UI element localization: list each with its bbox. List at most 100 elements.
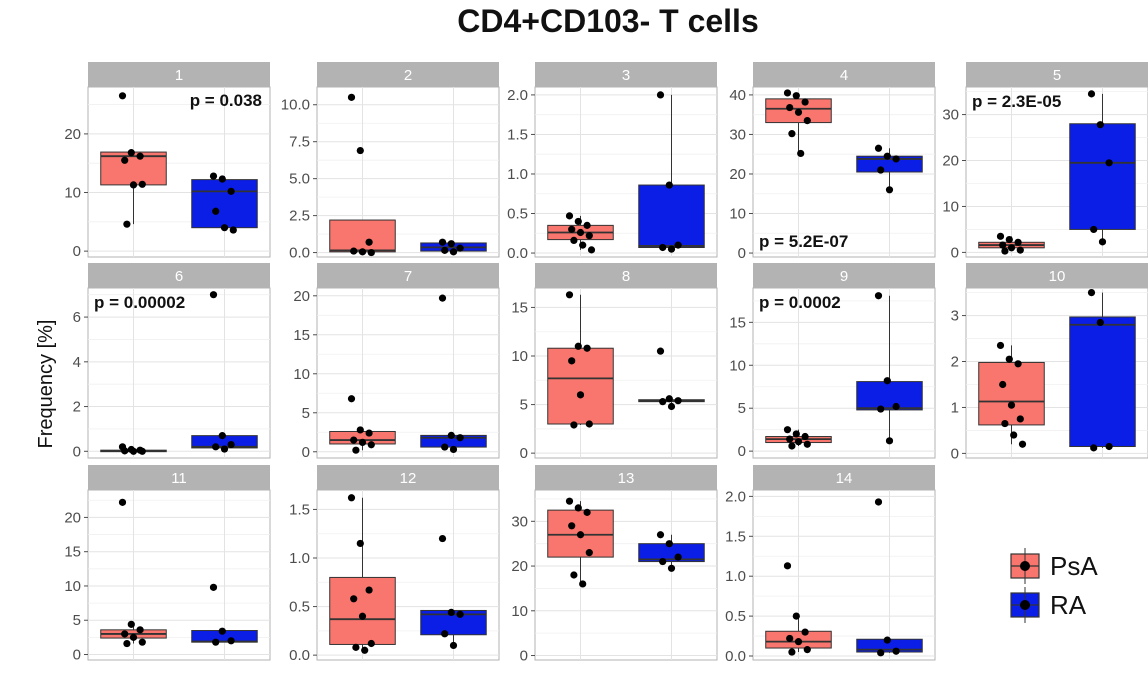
y-tick-label: 30 (729, 126, 746, 143)
panel-strip-label: 4 (840, 67, 848, 84)
data-point (999, 241, 1007, 249)
panel-strip (753, 465, 935, 490)
box-ra (856, 292, 923, 445)
data-point (456, 434, 464, 442)
data-point (138, 447, 146, 455)
data-point (792, 612, 800, 620)
box-ra (638, 531, 705, 572)
box-psa (329, 93, 396, 257)
data-point (1005, 355, 1013, 363)
box-ra (856, 498, 923, 657)
box-psa (765, 89, 832, 158)
data-point (365, 238, 373, 246)
data-point (1005, 235, 1013, 244)
data-point (874, 144, 883, 152)
data-point (874, 292, 883, 300)
y-tick-label: 2.0 (725, 488, 746, 505)
box-ra (638, 91, 705, 253)
y-tick-label: 20 (511, 558, 528, 575)
data-point (892, 647, 900, 655)
panel-strip-label: 9 (840, 268, 848, 285)
panel-strip-label: 14 (836, 470, 853, 487)
data-point (1105, 442, 1113, 451)
data-point (361, 646, 369, 654)
box-psa (765, 562, 832, 656)
data-point (583, 508, 591, 516)
data-point (1096, 121, 1104, 129)
y-tick-label: 1.0 (507, 166, 528, 183)
legend-label-psa: PsA (1050, 551, 1098, 581)
data-point (576, 531, 585, 539)
data-point (227, 440, 235, 449)
data-point (574, 504, 582, 512)
data-point (568, 522, 576, 530)
box-iqr (638, 184, 705, 249)
data-point (568, 357, 576, 365)
data-point (587, 246, 596, 254)
data-point (352, 643, 360, 651)
data-point (788, 442, 796, 450)
panel-strip-label: 12 (400, 470, 417, 487)
data-point (576, 228, 585, 237)
box-iqr (1069, 316, 1136, 448)
y-tick-label: 30 (511, 513, 528, 530)
box-psa (978, 341, 1045, 448)
data-point (358, 248, 367, 256)
data-point (999, 380, 1007, 389)
chart-title: CD4+CD103- T cells (457, 3, 758, 39)
data-point (118, 92, 127, 100)
data-point (1090, 225, 1098, 234)
panel-13: 13 0 10 20 30 (511, 465, 718, 665)
data-point (585, 232, 593, 240)
data-point (1014, 238, 1022, 246)
y-tick-label: 0 (520, 445, 528, 462)
y-tick-label: 7.5 (289, 134, 310, 151)
box-iqr (191, 179, 258, 229)
data-point (356, 539, 364, 548)
data-point (803, 646, 811, 654)
legend-key-psa: PsA (1010, 548, 1098, 584)
y-tick-label: 5.0 (289, 171, 310, 188)
y-tick-label: 0 (738, 443, 746, 460)
panel-strip-label: 3 (622, 67, 630, 84)
data-point (212, 207, 220, 215)
data-point (1016, 415, 1024, 423)
box-ra (1069, 288, 1136, 452)
data-point (350, 436, 358, 444)
data-point (1087, 288, 1096, 297)
panel-strip (535, 465, 717, 490)
legend-point-ra (1020, 600, 1030, 610)
p-value-label: p = 5.2E-07 (759, 232, 848, 251)
panel-strip (966, 263, 1148, 288)
data-point (885, 186, 894, 194)
data-point (783, 426, 792, 434)
y-tick-label: 5 (520, 397, 528, 414)
data-point (136, 152, 144, 160)
data-point (129, 633, 138, 641)
y-tick-label: 2 (73, 399, 81, 416)
data-point (358, 438, 367, 447)
box-psa (978, 232, 1045, 255)
box-psa (547, 212, 614, 254)
data-point (441, 630, 449, 638)
data-point (565, 291, 574, 299)
data-point (667, 245, 676, 253)
data-point (356, 426, 364, 434)
y-tick-label: 0 (520, 648, 528, 665)
data-point (570, 571, 578, 579)
panel-strip (317, 263, 499, 288)
panel-plot-area (752, 287, 936, 459)
box-ra (420, 238, 487, 256)
y-tick-label: 0.0 (725, 648, 746, 665)
y-tick-label: 5 (73, 612, 81, 629)
data-point (449, 445, 458, 454)
data-point (1007, 244, 1016, 252)
data-point (1096, 318, 1104, 327)
data-point (1105, 159, 1113, 167)
y-tick-label: 15 (729, 314, 746, 331)
box-iqr (547, 347, 614, 425)
y-tick-label: 15 (64, 544, 81, 561)
data-point (892, 402, 900, 411)
data-point (801, 432, 809, 441)
